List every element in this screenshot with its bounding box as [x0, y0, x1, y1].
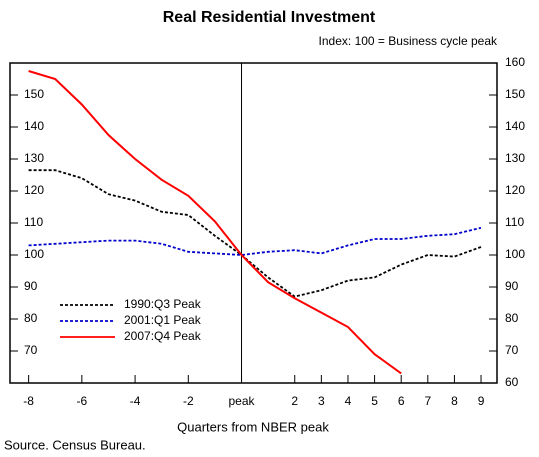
y-tick-label: 140 [505, 119, 525, 133]
y-tick-label-left: 110 [24, 215, 43, 229]
x-tick-label: 3 [318, 394, 325, 408]
x-tick-label: 4 [345, 394, 352, 408]
chart-subtitle: Index: 100 = Business cycle peak [319, 34, 498, 48]
y-tick-label: 70 [505, 343, 519, 357]
plot-frame [9, 62, 498, 384]
y-tick-label: 90 [505, 279, 519, 293]
x-tick-label: 6 [398, 394, 405, 408]
y-tick-label-left: 120 [24, 183, 44, 197]
series-line [28, 70, 402, 375]
source-note: Source. Census Bureau. [4, 437, 146, 452]
x-axis-label: Quarters from NBER peak [177, 419, 329, 434]
y-tick-label: 80 [505, 311, 519, 325]
y-tick-label: 160 [505, 55, 525, 69]
x-tick-label: -6 [77, 394, 88, 408]
y-tick-label-left: 70 [24, 343, 38, 357]
x-tick-label: -8 [23, 394, 34, 408]
y-tick-label: 60 [505, 375, 519, 389]
x-tick-label: -4 [130, 394, 141, 408]
chart-title: Real Residential Investment [163, 9, 376, 26]
y-tick-label-left: 80 [24, 311, 38, 325]
y-tick-label-left: 140 [24, 119, 44, 133]
y-tick-label: 120 [505, 183, 525, 197]
x-tick-label: 8 [451, 394, 458, 408]
x-tick-label: 5 [371, 394, 378, 408]
y-tick-label-left: 150 [24, 87, 44, 101]
x-tick-label: 7 [424, 394, 431, 408]
x-tick-label: -2 [183, 394, 194, 408]
y-tick-label: 150 [505, 87, 525, 101]
y-tick-label: 110 [505, 215, 524, 229]
x-tick-label: 9 [478, 394, 485, 408]
series-line [28, 226, 482, 256]
y-tick-label: 100 [505, 247, 525, 261]
y-tick-label-left: 90 [24, 279, 38, 293]
y-tick-label-left: 130 [24, 151, 44, 165]
y-tick-label-left: 100 [24, 247, 44, 261]
x-tick-label: 2 [291, 394, 298, 408]
legend-label: 1990:Q3 Peak [124, 297, 202, 311]
legend-label: 2007:Q4 Peak [124, 329, 202, 343]
x-tick-label: peak [229, 394, 256, 408]
legend-label: 2001:Q1 Peak [124, 313, 202, 327]
y-tick-label: 130 [505, 151, 525, 165]
series-line [28, 169, 482, 298]
